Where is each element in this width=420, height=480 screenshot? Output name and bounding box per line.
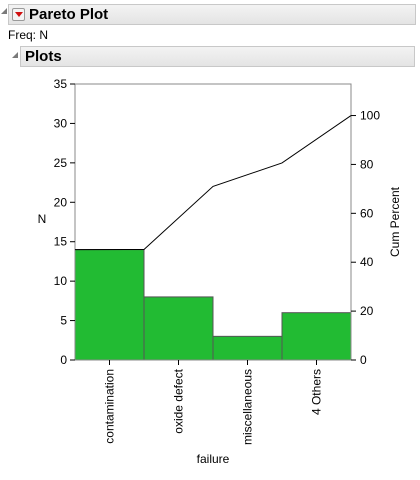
y2-tick-label: 20 (360, 304, 374, 318)
x-tick-label: oxide defect (172, 368, 186, 433)
report-disclosure-icon[interactable] (1, 8, 7, 14)
y-tick-label: 15 (54, 235, 68, 249)
y-tick-label: 5 (60, 314, 67, 328)
plot-frame (74, 83, 352, 361)
y-tick-label: 20 (54, 195, 68, 209)
y2-tick-label: 100 (360, 109, 380, 123)
y2-tick-label: 80 (360, 157, 374, 171)
y2-tick-label: 60 (360, 206, 374, 220)
y-tick-label: 10 (54, 274, 68, 288)
cum-percent-line (74, 115, 352, 251)
bar-0 (74, 249, 145, 361)
freq-label: Freq: N (8, 28, 49, 42)
y-tick-label: 0 (60, 353, 67, 367)
red-triangle-menu-icon[interactable] (12, 8, 25, 21)
y2-axis-label: Cum Percent (388, 186, 402, 257)
y-axis-label: N (38, 212, 47, 226)
x-axis-label: failure (197, 452, 230, 466)
y-tick-label: 35 (54, 77, 68, 91)
y2-tick-label: 0 (360, 353, 367, 367)
y-tick-label: 30 (54, 116, 68, 130)
pareto-plot-header: Pareto Plot (8, 4, 416, 25)
report-title: Pareto Plot (29, 6, 109, 23)
pareto-chart: 0 5 10 15 20 25 30 35 0 20 40 60 80 100 contaminatio… (38, 77, 402, 466)
x-tick-label: contamination (103, 369, 117, 444)
y-tick-label: 25 (54, 156, 68, 170)
bar-3 (281, 312, 352, 361)
x-tick-label: 4 Others (310, 369, 324, 415)
bar-2 (212, 335, 283, 361)
plots-disclosure-icon[interactable] (12, 52, 18, 58)
bar-1 (143, 296, 214, 361)
plots-title: Plots (25, 48, 62, 65)
y2-tick-label: 40 (360, 255, 374, 269)
plots-header: Plots (20, 46, 415, 67)
x-tick-label: miscellaneous (241, 369, 255, 445)
